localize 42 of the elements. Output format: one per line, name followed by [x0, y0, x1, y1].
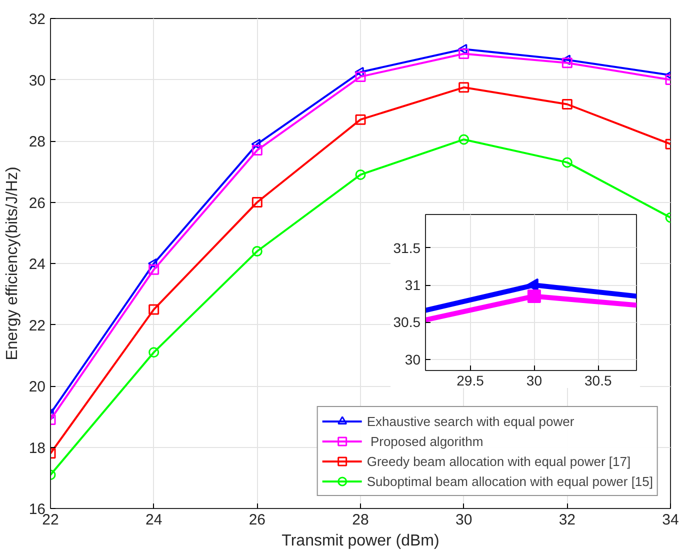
legend-label: Proposed algorithm	[369, 433, 484, 449]
point	[148, 304, 160, 315]
y-tick-label: 30	[404, 351, 421, 368]
y-tick-label: 30	[28, 72, 46, 90]
point	[355, 71, 366, 82]
point	[458, 48, 470, 59]
y-tick-label: 32	[28, 11, 46, 28]
point	[148, 264, 160, 275]
legend-label: Suboptimal beam allocation with equal power [15]	[366, 473, 653, 489]
point	[252, 144, 262, 156]
point	[355, 114, 366, 125]
legend-label: Greedy beam allocation with equal power [17]	[366, 453, 631, 469]
y-tick-label: 18	[28, 440, 46, 457]
y-axis-title: Energy efficiency(bits/J/Hz)	[4, 166, 21, 360]
y-tick-label: 31.5	[393, 240, 421, 256]
legend-label: Exhaustive search with equal power	[366, 413, 574, 429]
x-tick-label: 26	[248, 512, 266, 528]
x-tick-label: 30	[526, 372, 542, 388]
y-tick-label: 24	[28, 256, 46, 273]
x-tick-label: 28	[352, 512, 369, 528]
y-tick-label: 28	[28, 134, 46, 150]
y-tick-label: 26	[28, 194, 46, 212]
y-tick-label: 31	[404, 277, 421, 294]
x-tick-label: 24	[145, 512, 162, 528]
x-axis-title: Transmit power (dBm)	[282, 532, 440, 550]
x-tick-label: 30	[455, 512, 472, 528]
x-tick-label: 30.5	[584, 372, 612, 388]
x-tick-label: 32	[558, 512, 576, 528]
x-tick-label: 29.5	[456, 372, 484, 388]
point	[458, 82, 470, 93]
point	[252, 197, 262, 208]
point	[355, 169, 366, 180]
point	[458, 134, 470, 145]
point	[148, 347, 160, 358]
x-tick-label: 34	[662, 512, 679, 528]
y-tick-label: 22	[28, 317, 46, 334]
y-tick-label: 30.5	[393, 314, 421, 330]
y-tick-label: 20	[28, 378, 46, 396]
point	[458, 44, 468, 54]
point	[354, 66, 364, 78]
point	[252, 246, 262, 256]
point	[561, 54, 571, 66]
